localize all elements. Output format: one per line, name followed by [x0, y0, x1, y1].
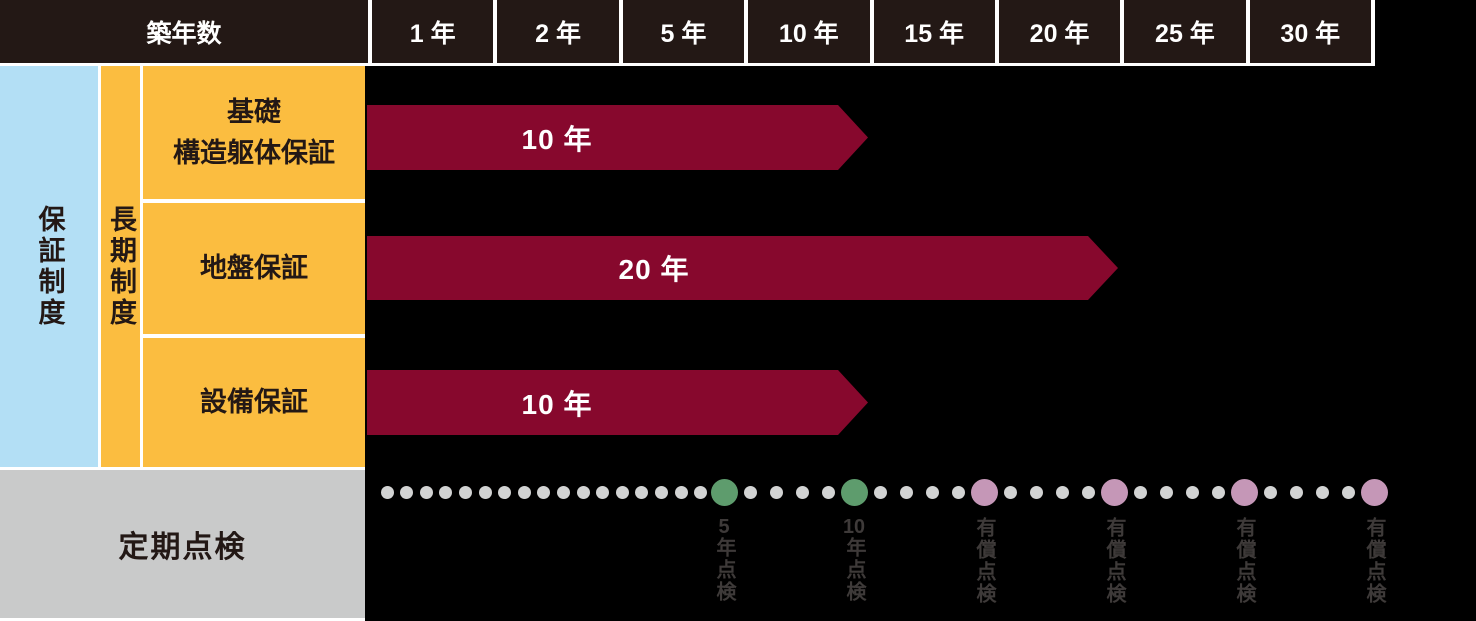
timeline-dot	[743, 485, 757, 499]
header-year-1: 1 年	[372, 0, 494, 63]
timeline-dot	[873, 485, 887, 499]
timeline-dot	[1211, 485, 1225, 499]
inspection-marker-dot	[1100, 478, 1128, 506]
row-label-ground-warranty: 地盤保証	[143, 203, 365, 334]
warranty-system-cell: 保証制度	[0, 66, 98, 467]
warranty-bar-ground-label: 20 年	[618, 254, 690, 285]
timeline-dot	[769, 485, 783, 499]
inspection-marker-label: 有償点検	[1363, 517, 1385, 605]
timeline-dot	[1159, 485, 1173, 499]
timeline-dot	[1185, 485, 1199, 499]
label-panel: 保証制度 長期制度 基礎 構造躯体保証 地盤保証 設備保証 定期点検	[0, 66, 365, 621]
timeline-dot	[537, 485, 551, 499]
timeline-dot	[596, 485, 610, 499]
header-year-20: 20 年	[998, 0, 1121, 63]
timeline-dot	[478, 485, 492, 499]
timeline-dot	[795, 485, 809, 499]
inspection-marker-dot	[970, 478, 998, 506]
timeline-dot	[674, 485, 688, 499]
timeline-dot	[1133, 485, 1147, 499]
warranty-bar-foundation-structure: 10 年	[367, 105, 868, 170]
timeline-dot	[821, 485, 835, 499]
row-label-equipment-warranty: 設備保証	[143, 338, 365, 467]
row-label-ground-warranty-text: 地盤保証	[200, 253, 308, 284]
header-year-30: 30 年	[1249, 0, 1371, 63]
inspection-marker-dot	[1230, 478, 1258, 506]
inspection-marker-label: 5年点検	[713, 517, 735, 603]
timeline-dot	[458, 485, 472, 499]
inspection-marker-label: 10年点検	[843, 517, 865, 603]
timeline-dot	[1263, 485, 1277, 499]
timeline-dot	[1029, 485, 1043, 499]
warranty-bar-ground: 20 年	[367, 236, 1118, 300]
longterm-system-label: 長期制度	[106, 204, 136, 329]
row-label-foundation-structure: 基礎 構造躯体保証	[143, 66, 365, 199]
header-year-5: 5 年	[622, 0, 745, 63]
header-year-15: 15 年	[873, 0, 995, 63]
timeline-dot	[925, 485, 939, 499]
timeline-dot	[556, 485, 570, 499]
timeline-dot	[951, 485, 965, 499]
inspection-marker-dot	[710, 478, 738, 506]
inspection-marker-label: 有償点検	[973, 517, 995, 605]
timeline-dot	[1289, 485, 1303, 499]
timeline-dot	[694, 485, 708, 499]
warranty-bar-equipment-label: 10 年	[521, 388, 593, 420]
row-label-foundation-structure-text: 基礎 構造躯体保証	[173, 97, 335, 168]
warranty-bar-equipment: 10 年	[367, 370, 868, 435]
header-year-2: 2 年	[497, 0, 619, 63]
inspection-marker-label: 有償点検	[1233, 517, 1255, 605]
timeline-header: 築年数 1 年 2 年 5 年 10 年 15 年 20 年 25 年 30 年	[0, 0, 1375, 66]
inspection-marker-dot	[840, 478, 868, 506]
inspection-marker-label: 有償点検	[1103, 517, 1125, 605]
timeline-dot	[517, 485, 531, 499]
timeline-dot	[1003, 485, 1017, 499]
timeline-dot	[899, 485, 913, 499]
warranty-bar-foundation-structure-label: 10 年	[521, 123, 593, 155]
inspection-marker-dot	[1360, 478, 1388, 506]
timeline-dot	[1055, 485, 1069, 499]
timeline-dot	[380, 485, 394, 499]
timeline-dot	[615, 485, 629, 499]
header-year-10: 10 年	[748, 0, 870, 63]
timeline-dot	[1341, 485, 1355, 499]
timeline-dot	[1081, 485, 1095, 499]
periodic-inspection-label: 定期点検	[118, 531, 247, 564]
warranty-system-label: 保証制度	[34, 204, 65, 329]
row-label-equipment-warranty-text: 設備保証	[200, 387, 308, 418]
timeline-dot	[419, 485, 433, 499]
header-year-25: 25 年	[1124, 0, 1246, 63]
timeline-dot	[1315, 485, 1329, 499]
timeline-dot	[439, 485, 453, 499]
timeline-dot	[654, 485, 668, 499]
timeline-dot	[498, 485, 512, 499]
longterm-system-cell: 長期制度	[101, 66, 140, 467]
header-age-label: 築年数	[0, 0, 368, 63]
timeline-dot	[400, 485, 414, 499]
timeline-dot	[635, 485, 649, 499]
periodic-inspection-cell: 定期点検	[0, 470, 365, 618]
timeline-dot	[576, 485, 590, 499]
